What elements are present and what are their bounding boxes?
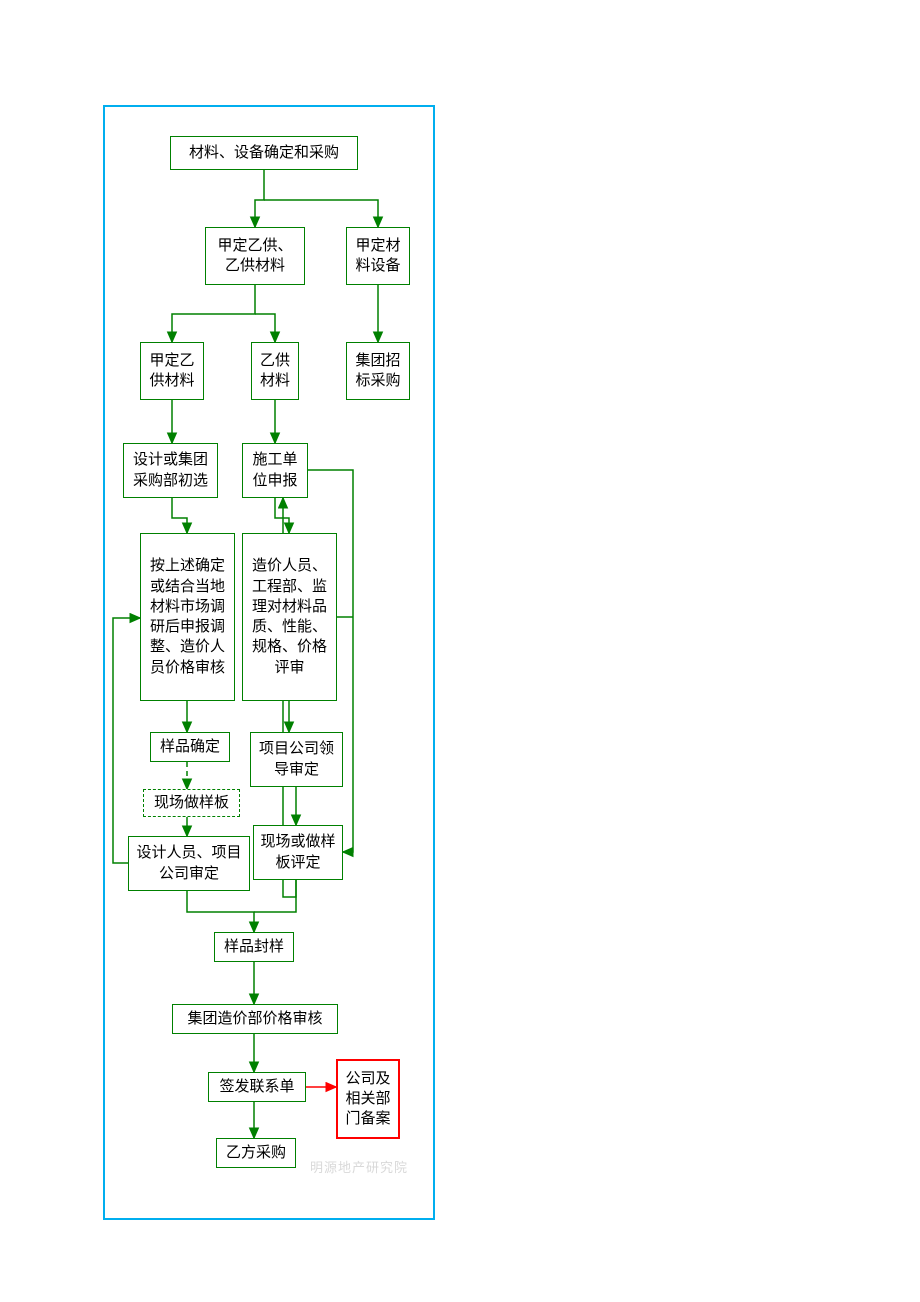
node-n5: 乙供材料 (251, 342, 299, 400)
node-label: 集团招标采购 (353, 351, 403, 392)
node-n2: 甲定乙供、乙供材料 (205, 227, 305, 285)
node-n9: 按上述确定或结合当地材料市场调研后申报调整、造价人员价格审核 (140, 533, 235, 701)
watermark-text: 明源地产研究院 (310, 1157, 408, 1176)
node-label: 甲定材料设备 (353, 236, 403, 277)
node-label: 公司及相关部门备案 (344, 1069, 392, 1130)
node-n4: 甲定乙供材料 (140, 342, 204, 400)
node-label: 乙供材料 (258, 351, 292, 392)
node-n14: 设计人员、项目公司审定 (128, 836, 250, 891)
node-n7: 设计或集团采购部初选 (123, 443, 218, 498)
node-label: 项目公司领导审定 (257, 739, 336, 780)
node-n10: 造价人员、工程部、监理对材料品质、性能、规格、价格评审 (242, 533, 337, 701)
node-n3: 甲定材料设备 (346, 227, 410, 285)
node-n8: 施工单位申报 (242, 443, 308, 498)
node-label: 现场做样板 (154, 793, 229, 813)
node-label: 乙方采购 (226, 1143, 286, 1163)
node-n15: 现场或做样板评定 (253, 825, 343, 880)
node-n6: 集团招标采购 (346, 342, 410, 400)
node-label: 设计人员、项目公司审定 (135, 843, 243, 884)
node-label: 甲定乙供、乙供材料 (212, 236, 298, 277)
canvas: 材料、设备确定和采购甲定乙供、乙供材料 甲定材料设备甲定乙供材料 乙供材料 集团招标采… (0, 0, 920, 1302)
node-n11: 样品确定 (150, 732, 230, 762)
node-n20: 乙方采购 (216, 1138, 296, 1168)
node-label: 设计或集团采购部初选 (130, 450, 211, 491)
node-label: 样品封样 (224, 937, 284, 957)
node-label: 集团造价部价格审核 (187, 1009, 322, 1029)
node-label: 施工单位申报 (249, 450, 301, 491)
node-n17: 集团造价部价格审核 (172, 1004, 338, 1034)
node-label: 甲定乙供材料 (147, 351, 197, 392)
node-label: 样品确定 (160, 737, 220, 757)
node-label: 签发联系单 (219, 1077, 294, 1097)
node-n19: 公司及相关部门备案 (336, 1059, 400, 1139)
node-n12: 项目公司领导审定 (250, 732, 343, 787)
node-n16: 样品封样 (214, 932, 294, 962)
node-label: 现场或做样板评定 (260, 832, 336, 873)
node-n18: 签发联系单 (208, 1072, 306, 1102)
node-n1: 材料、设备确定和采购 (170, 136, 358, 170)
node-label: 材料、设备确定和采购 (189, 143, 339, 163)
node-label: 造价人员、工程部、监理对材料品质、性能、规格、价格评审 (249, 556, 330, 678)
node-n13: 现场做样板 (143, 789, 240, 817)
node-label: 按上述确定或结合当地材料市场调研后申报调整、造价人员价格审核 (147, 556, 228, 678)
